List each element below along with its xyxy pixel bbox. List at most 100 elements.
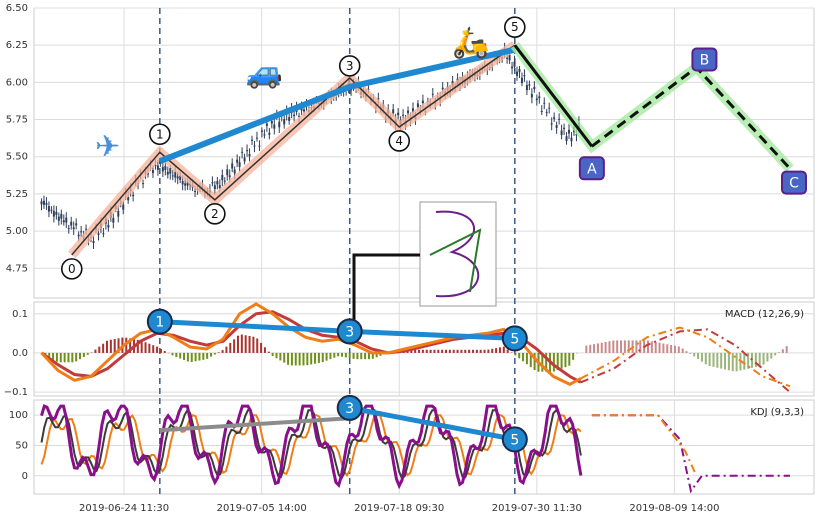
macd-hist-bar	[353, 353, 355, 359]
candle-body	[73, 227, 75, 229]
candle-body	[58, 217, 60, 221]
candle-body	[543, 103, 545, 104]
kdj-point-label: 3	[345, 401, 354, 417]
macd-hist-bar	[225, 347, 227, 353]
macd-hist-projection	[686, 351, 688, 353]
candle-body	[63, 220, 65, 222]
macd-hist-bar	[241, 335, 243, 353]
macd-hist-bar	[495, 348, 497, 353]
macd-hist-bar	[553, 353, 555, 372]
candle-body	[551, 123, 553, 124]
y-tick-label: 0.1	[12, 309, 28, 320]
y-tick-label: 50	[15, 440, 28, 451]
macd-hist-bar	[341, 353, 343, 357]
macd-point-label: 5	[510, 331, 519, 347]
scooter-icon: 🛵	[452, 26, 489, 61]
candle-body	[231, 163, 233, 168]
macd-hist-projection	[647, 341, 649, 353]
macd-hist-bar	[503, 347, 505, 353]
macd-hist-bar	[148, 344, 150, 353]
macd-hist-bar	[52, 353, 54, 360]
candle-body	[65, 218, 67, 223]
candle-body	[43, 201, 45, 205]
candle-body	[518, 69, 520, 72]
wave-label: 3	[346, 59, 354, 73]
macd-hist-bar	[561, 353, 563, 369]
y-tick-label: 100	[9, 410, 28, 421]
macd-hist-bar	[202, 353, 204, 360]
candle-body	[157, 165, 159, 169]
macd-hist-bar	[206, 353, 208, 359]
macd-hist-bar	[314, 353, 316, 364]
candle-body	[78, 235, 80, 237]
macd-hist-bar	[256, 339, 258, 353]
candle-body	[236, 160, 238, 163]
macd-hist-bar	[233, 339, 235, 353]
candle-body	[541, 111, 543, 112]
candle-body	[152, 170, 154, 173]
macd-hist-bar	[441, 350, 443, 353]
macd-hist-bar	[326, 353, 328, 361]
macd-hist-bar	[364, 353, 366, 359]
candle-body	[566, 136, 568, 141]
candle-body	[172, 175, 174, 176]
macd-hist-bar	[195, 353, 197, 361]
candle-body	[268, 133, 270, 135]
macd-hist-projection	[766, 353, 768, 362]
macd-hist-bar	[191, 353, 193, 362]
macd-hist-bar	[64, 353, 66, 362]
x-tick-label: 2019-07-30 11:30	[492, 503, 582, 514]
macd-hist-bar	[337, 353, 339, 356]
macd-hist-bar	[468, 350, 470, 353]
macd-hist-projection	[709, 353, 711, 366]
macd-hist-bar	[433, 350, 435, 353]
candle-body	[75, 223, 77, 225]
macd-hist-bar	[198, 353, 200, 361]
y-tick-label: 4.75	[6, 263, 28, 274]
candle-body	[261, 130, 263, 131]
macd-hist-bar	[252, 337, 254, 353]
macd-hist-projection	[712, 353, 714, 367]
macd-hist-bar	[302, 353, 304, 366]
macd-hist-bar	[71, 353, 73, 362]
candle-body	[553, 117, 555, 119]
macd-hist-bar	[360, 353, 362, 359]
macd-hist-bar	[83, 353, 85, 357]
macd-hist-bar	[175, 353, 177, 357]
macd-hist-bar	[210, 353, 212, 357]
macd-hist-bar	[237, 336, 239, 353]
candle-body	[526, 85, 528, 90]
macd-hist-bar	[60, 353, 62, 362]
macd-hist-projection	[593, 344, 595, 353]
macd-hist-projection	[755, 353, 757, 367]
candle-body	[568, 130, 570, 134]
candle-body	[432, 94, 434, 95]
airplane-icon: ✈	[95, 130, 120, 165]
candle-body	[226, 169, 228, 175]
macd-hist-projection	[678, 346, 680, 352]
macd-hist-bar	[491, 349, 493, 353]
candle-body	[112, 218, 114, 223]
macd-hist-bar	[98, 347, 100, 353]
macd-hist-projection	[697, 353, 699, 359]
wave-label: 1	[156, 127, 164, 141]
macd-hist-bar	[484, 350, 486, 353]
candle-body	[563, 128, 565, 129]
macd-hist-bar	[426, 350, 428, 353]
macd-hist-projection	[608, 341, 610, 353]
candle-body	[117, 211, 119, 217]
macd-hist-bar	[171, 353, 173, 356]
macd-hist-bar	[94, 350, 96, 353]
candle-body	[224, 181, 226, 182]
kdj-title: KDJ (9,3,3)	[750, 407, 804, 418]
macd-hist-bar	[279, 353, 281, 361]
candle-body	[533, 87, 535, 89]
candle-body	[263, 134, 265, 135]
macd-hist-bar	[56, 353, 58, 362]
macd-hist-bar	[499, 347, 501, 353]
macd-hist-bar	[445, 350, 447, 353]
macd-hist-bar	[460, 350, 462, 353]
candle-body	[509, 55, 511, 60]
candle-body	[556, 125, 558, 128]
